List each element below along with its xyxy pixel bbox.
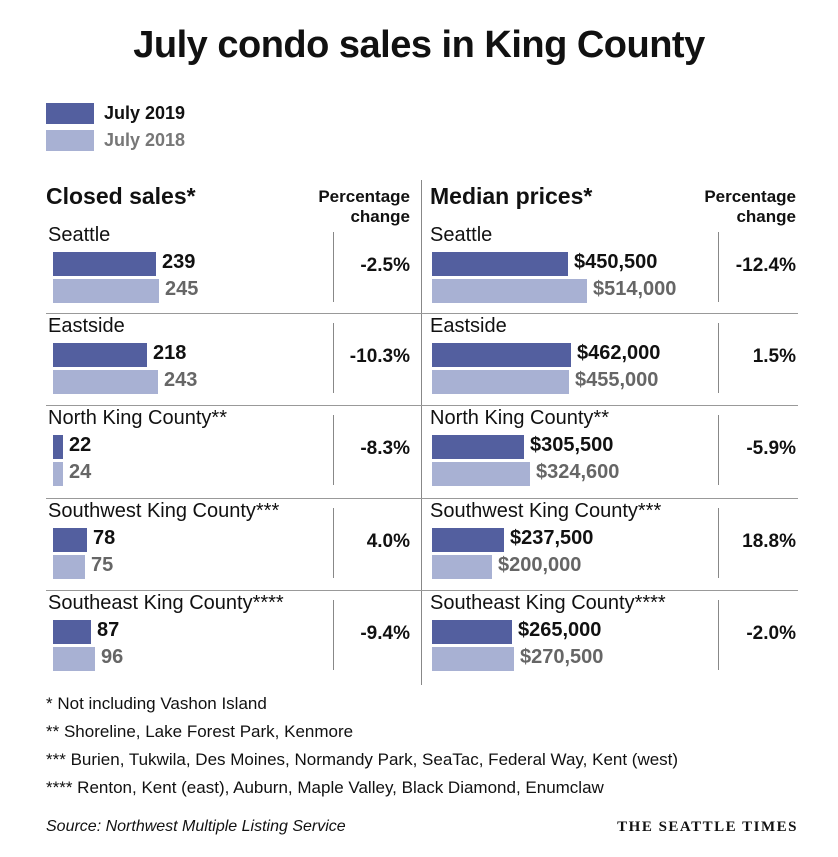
sales-pct-header-line1: Percentage	[318, 187, 410, 206]
sales-pct-divider	[333, 323, 334, 393]
prices-region-label: Eastside	[430, 315, 507, 337]
prices-percentage-change: -2.0%	[746, 623, 796, 644]
prices-bar-2019	[432, 435, 524, 459]
sales-region-label: Southeast King County****	[48, 592, 284, 614]
prices-pct-divider	[718, 232, 719, 302]
prices-bar-2019	[432, 620, 512, 644]
prices-bar-2019	[432, 252, 568, 276]
legend-label-2019: July 2019	[104, 103, 186, 123]
prices-pct-divider	[718, 600, 719, 670]
prices-bar-2019	[432, 343, 571, 367]
sales-region-label: North King County**	[48, 407, 227, 429]
sales-bar-2018	[53, 647, 95, 671]
sales-pct-divider	[333, 232, 334, 302]
row-separator	[46, 405, 798, 406]
sales-bar-2018	[53, 555, 85, 579]
prices-value-label-2018: $455,000	[575, 369, 659, 391]
sales-bar-2018	[53, 462, 63, 486]
sales-bar-2019	[53, 252, 156, 276]
footnote-2: ** Shoreline, Lake Forest Park, Kenmore	[46, 722, 354, 741]
sales-value-label-2018: 96	[101, 646, 124, 668]
sales-pct-divider	[333, 415, 334, 485]
prices-pct-divider	[718, 323, 719, 393]
sales-percentage-change: -10.3%	[349, 346, 410, 367]
sales-percentage-change: -2.5%	[360, 255, 410, 276]
prices-region-label: Seattle	[430, 224, 493, 246]
prices-percentage-change: -5.9%	[746, 438, 796, 459]
prices-bar-2018	[432, 279, 587, 303]
prices-pct-header-line1: Percentage	[704, 187, 796, 206]
legend-item-2019: July 2019	[46, 100, 185, 127]
prices-panel-header: Median prices*	[430, 183, 593, 209]
prices-value-label-2018: $324,600	[536, 461, 620, 483]
prices-value-label-2019: $462,000	[577, 342, 661, 364]
sales-bar-2018	[53, 279, 159, 303]
sales-region-label: Eastside	[48, 315, 125, 337]
sales-bar-2019	[53, 343, 147, 367]
prices-percentage-change: -12.4%	[735, 255, 796, 276]
sales-value-label-2018: 75	[91, 554, 114, 576]
sales-value-label-2018: 24	[69, 461, 92, 483]
row-separator	[46, 313, 798, 314]
prices-region-label: North King County**	[430, 407, 609, 429]
sales-value-label-2019: 218	[153, 342, 187, 364]
prices-value-label-2018: $200,000	[498, 554, 582, 576]
sales-pct-header: Percentage change	[290, 187, 410, 227]
prices-value-label-2019: $265,000	[518, 619, 602, 641]
sales-value-label-2019: 239	[162, 251, 196, 273]
sales-bar-2019	[53, 435, 63, 459]
prices-value-label-2019: $305,500	[530, 434, 614, 456]
prices-value-label-2018: $270,500	[520, 646, 604, 668]
legend: July 2019 July 2018	[46, 100, 185, 154]
prices-bar-2018	[432, 647, 514, 671]
sales-value-label-2019: 87	[97, 619, 120, 641]
footnote-1: * Not including Vashon Island	[46, 694, 267, 713]
source-note: Source: Northwest Multiple Listing Servi…	[46, 818, 346, 835]
prices-pct-divider	[718, 508, 719, 578]
legend-label-2018: July 2018	[104, 130, 186, 150]
prices-percentage-change: 1.5%	[752, 346, 796, 367]
sales-bar-2018	[53, 370, 158, 394]
legend-item-2018: July 2018	[46, 127, 185, 154]
sales-panel-header: Closed sales*	[46, 183, 196, 209]
panel-divider	[421, 180, 422, 685]
legend-swatch-2019	[46, 103, 94, 124]
prices-value-label-2018: $514,000	[593, 278, 677, 300]
prices-bar-2018	[432, 462, 530, 486]
sales-bar-2019	[53, 528, 87, 552]
sales-value-label-2019: 78	[93, 527, 116, 549]
publisher-logo: THE SEATTLE TIMES	[617, 819, 798, 835]
sales-region-label: Southwest King County***	[48, 500, 280, 522]
chart-title: July condo sales in King County	[133, 24, 705, 66]
sales-value-label-2019: 22	[69, 434, 92, 456]
sales-percentage-change: 4.0%	[366, 531, 410, 552]
prices-value-label-2019: $450,500	[574, 251, 658, 273]
prices-value-label-2019: $237,500	[510, 527, 594, 549]
prices-bar-2018	[432, 370, 569, 394]
sales-bar-2019	[53, 620, 91, 644]
sales-pct-divider	[333, 600, 334, 670]
sales-region-label: Seattle	[48, 224, 111, 246]
sales-pct-divider	[333, 508, 334, 578]
footnote-3: *** Burien, Tukwila, Des Moines, Normand…	[46, 750, 679, 769]
prices-bar-2018	[432, 555, 492, 579]
sales-value-label-2018: 243	[164, 369, 198, 391]
sales-percentage-change: -8.3%	[360, 438, 410, 459]
prices-percentage-change: 18.8%	[742, 531, 796, 552]
prices-pct-header-line2: change	[736, 207, 796, 226]
prices-bar-2019	[432, 528, 504, 552]
prices-pct-header: Percentage change	[676, 187, 796, 227]
row-separator	[46, 590, 798, 591]
prices-pct-divider	[718, 415, 719, 485]
row-separator	[46, 498, 798, 499]
footnote-4: **** Renton, Kent (east), Auburn, Maple …	[46, 778, 604, 797]
prices-region-label: Southwest King County***	[430, 500, 662, 522]
sales-value-label-2018: 245	[165, 278, 199, 300]
sales-percentage-change: -9.4%	[360, 623, 410, 644]
sales-pct-header-line2: change	[350, 207, 410, 226]
prices-region-label: Southeast King County****	[430, 592, 666, 614]
legend-swatch-2018	[46, 130, 94, 151]
